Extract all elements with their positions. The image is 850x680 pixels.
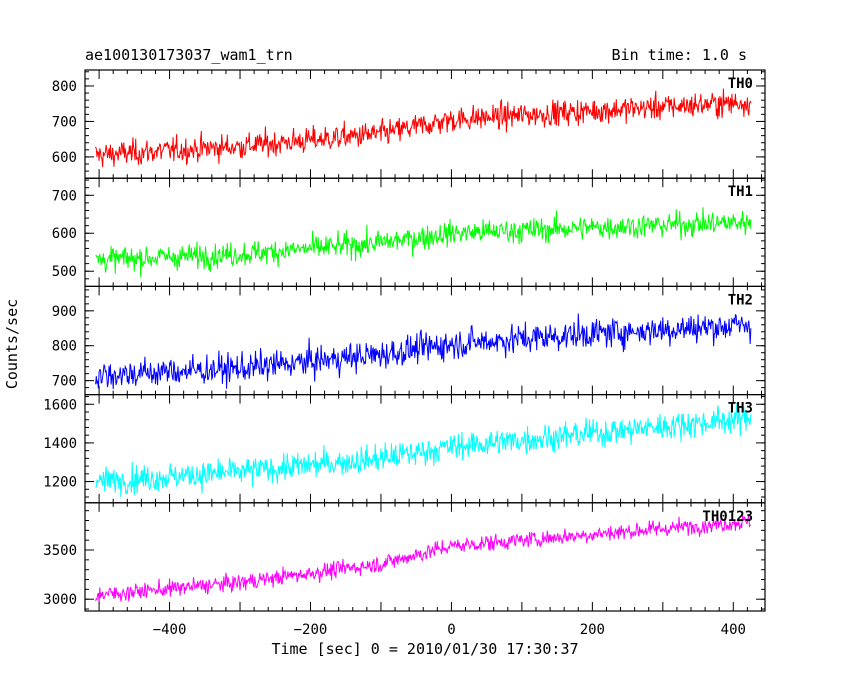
series-line-th0 (95, 88, 752, 168)
x-tick-label: 200 (580, 622, 605, 638)
y-tick-label: 500 (52, 264, 77, 280)
panel-label-th0: TH0 (728, 76, 753, 92)
series-line-th0123 (95, 514, 752, 604)
panel-frame (84, 502, 766, 612)
panels: 600 700 800 TH0 500 600 700 TH1 700 800 900 TH2 1200… (43, 69, 766, 612)
series-line-th3 (95, 402, 752, 498)
x-tick-label: 0 (447, 622, 455, 638)
x-tick-label: −200 (294, 622, 328, 638)
y-tick-label: 1400 (43, 436, 77, 452)
y-tick-label: 700 (52, 188, 77, 204)
panel-label-th0123: TH0123 (702, 509, 753, 525)
y-tick-label: 1600 (43, 397, 77, 413)
panel-th0: 600 700 800 TH0 (52, 69, 766, 179)
y-tick-label: 900 (52, 304, 77, 320)
series-line-th1 (95, 207, 752, 278)
bin-time-label: Bin time: 1.0 s (612, 46, 747, 64)
panel-label-th1: TH1 (728, 184, 753, 200)
panel-label-th2: TH2 (728, 292, 753, 308)
chart-title: ae100130173037_wam1_trn (85, 46, 293, 64)
y-axis-title: Counts/sec (3, 299, 21, 389)
x-axis: −400 −200 0 200 400 (153, 622, 746, 638)
panel-th0123: 3000 3500 TH0123 (43, 502, 766, 612)
y-tick-label: 800 (52, 339, 77, 355)
x-tick-label: −400 (153, 622, 187, 638)
y-tick-label: 700 (52, 114, 77, 130)
x-axis-title: Time [sec] 0 = 2010/01/30 17:30:37 (271, 640, 578, 658)
y-tick-label: 3500 (43, 543, 77, 559)
panel-th3: 1200 1400 1600 TH3 (43, 394, 766, 504)
panel-th1: 500 600 700 TH1 (52, 177, 766, 287)
panel-th2: 700 800 900 TH2 (52, 285, 766, 396)
y-tick-label: 3000 (43, 592, 77, 608)
x-tick-label: 400 (721, 622, 746, 638)
y-tick-label: 700 (52, 374, 77, 390)
y-tick-label: 600 (52, 226, 77, 242)
series-line-th2 (95, 313, 752, 390)
panel-label-th3: TH3 (728, 401, 753, 417)
y-tick-label: 800 (52, 79, 77, 95)
y-tick-label: 1200 (43, 475, 77, 491)
panel-frame (84, 394, 766, 504)
y-tick-label: 600 (52, 150, 77, 166)
